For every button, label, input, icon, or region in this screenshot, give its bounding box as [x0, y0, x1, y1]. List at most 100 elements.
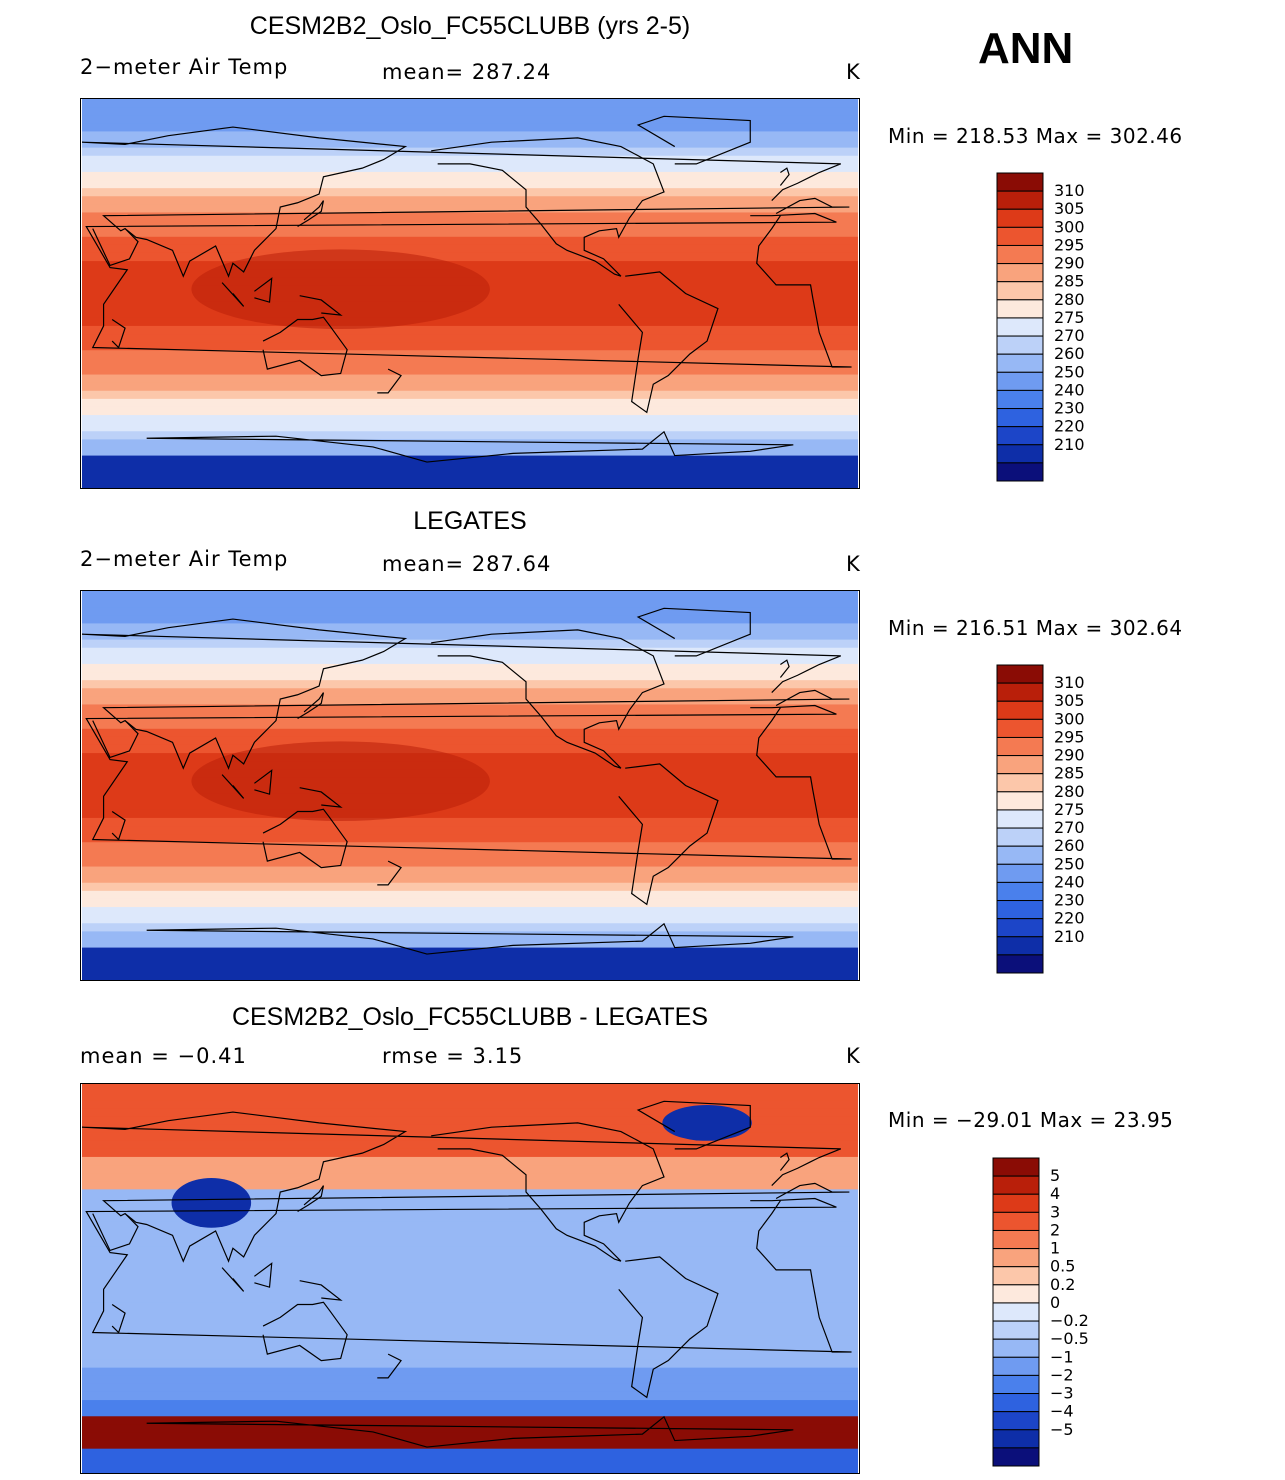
panel-3-mean: mean = −0.41 [80, 1044, 247, 1068]
lat-band [81, 1456, 859, 1466]
colorbar-tick-label: 270 [1054, 818, 1085, 837]
lat-band [81, 423, 859, 432]
colorbar-tick-label: −0.5 [1050, 1329, 1089, 1348]
colorbar-swatch [996, 371, 1044, 391]
colorbar-tick-label: −3 [1050, 1384, 1074, 1403]
lat-band [81, 1156, 859, 1166]
lat-band [81, 704, 859, 714]
coastline [221, 1267, 245, 1292]
lat-band [81, 236, 859, 246]
lat-band [81, 1213, 859, 1223]
panel-2-mean: mean= 287.64 [382, 552, 552, 576]
lat-band [81, 342, 859, 351]
lat-band [81, 963, 859, 973]
colorbar-swatch [996, 664, 1044, 684]
colorbar-swatch [996, 281, 1044, 301]
colorbar-swatch [996, 682, 1044, 702]
lat-band [81, 639, 859, 649]
colorbar-tick-label: 275 [1054, 308, 1085, 327]
lat-band [81, 728, 859, 738]
coastline [779, 659, 790, 678]
lat-band [81, 1375, 859, 1385]
panel-1-title: CESM2B2_Oslo_FC55CLUBB (yrs 2-5) [249, 12, 691, 40]
coastline [377, 1353, 402, 1379]
lat-band [81, 1367, 859, 1377]
colorbar-swatch [996, 317, 1044, 337]
coastline [262, 808, 348, 869]
colorbar-swatch [996, 462, 1044, 482]
lat-band [81, 1124, 859, 1134]
colorbar-tick-label: 2 [1050, 1220, 1060, 1239]
colorbar-swatch [992, 1429, 1040, 1449]
lat-band [81, 431, 859, 440]
lat-band [81, 139, 859, 149]
lat-band [81, 463, 859, 473]
colorbar-swatch [996, 226, 1044, 246]
coastline [146, 1415, 794, 1448]
coastline [299, 1280, 343, 1301]
lat-band [81, 1278, 859, 1288]
colorbar-swatch [996, 408, 1044, 428]
lat-band [81, 898, 859, 908]
colorbar-swatch [992, 1229, 1040, 1250]
lat-band [81, 826, 859, 835]
colorbar-swatch [996, 700, 1044, 720]
coastline [254, 769, 273, 795]
lat-band [81, 1116, 859, 1126]
colorbar-swatch [996, 335, 1044, 355]
colorbar-swatch [996, 863, 1044, 883]
colorbar-swatch [992, 1193, 1040, 1213]
colorbar-tick-label: 220 [1054, 909, 1085, 928]
lat-band [81, 188, 859, 197]
lat-band [81, 180, 859, 189]
colorbar-tick-label: 4 [1050, 1184, 1060, 1203]
lat-band [81, 374, 859, 384]
lat-band [81, 382, 859, 392]
lat-band [81, 115, 859, 124]
coastline [146, 922, 794, 955]
lat-band [81, 1148, 859, 1158]
lat-band [81, 1165, 859, 1174]
lat-band [81, 147, 859, 157]
colorbar-tick-label: 5 [1050, 1166, 1060, 1185]
coastline [254, 1262, 273, 1288]
lat-band [81, 1464, 859, 1473]
colorbar-swatch [996, 718, 1044, 738]
lat-band [81, 809, 859, 819]
lat-band [81, 1229, 859, 1239]
lat-band [81, 1205, 859, 1215]
coastline [146, 430, 794, 463]
lat-band [81, 350, 859, 359]
lat-band [81, 631, 859, 641]
lat-band [81, 1108, 859, 1118]
coastline [297, 200, 325, 228]
warm-pool [191, 741, 490, 821]
colorbar-swatch [996, 736, 1044, 757]
colorbar-tick-label: 260 [1054, 836, 1085, 855]
warm-pool [191, 249, 490, 329]
colorbar-tick-label: −5 [1050, 1420, 1074, 1439]
lat-band [81, 672, 859, 681]
lat-band [81, 647, 859, 657]
lat-band [81, 1270, 859, 1280]
coastline [81, 1111, 850, 1263]
colorbar-swatch [996, 208, 1044, 228]
panel-1-units: K [846, 60, 861, 84]
lat-band [81, 890, 859, 900]
panel-2-map [80, 590, 860, 981]
panel-2-colorbar: 3103053002952902852802752702602502402302… [996, 664, 1085, 974]
lat-band [81, 155, 859, 165]
colorbar-swatch [992, 1393, 1040, 1413]
lat-band [81, 915, 859, 924]
panel-3-units: K [846, 1044, 861, 1068]
panel-3-minmax: Min = −29.01 Max = 23.95 [888, 1108, 1174, 1132]
colorbar-swatch [992, 1411, 1040, 1431]
colorbar-tick-label: 210 [1054, 927, 1085, 946]
colorbar-tick-label: −1 [1050, 1347, 1074, 1366]
colorbar-tick-label: 280 [1054, 782, 1085, 801]
coastline [618, 763, 719, 906]
colorbar-swatch [996, 791, 1044, 811]
colorbar-swatch [992, 1175, 1040, 1195]
lat-band [81, 971, 859, 980]
colorbar-swatch [996, 845, 1044, 865]
